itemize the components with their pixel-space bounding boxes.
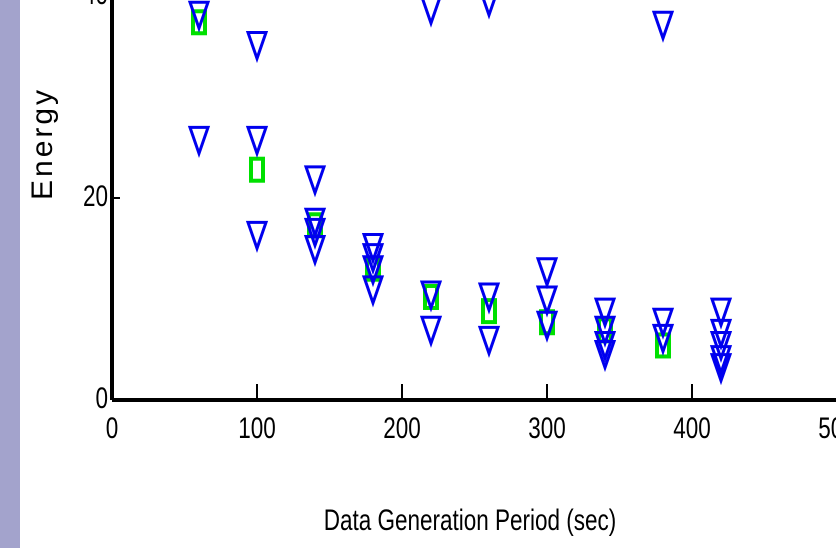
triangle-marker — [245, 220, 269, 253]
triangle-marker — [419, 280, 443, 313]
triangle-marker — [245, 30, 269, 64]
x-tick-label: 300 — [528, 411, 566, 445]
triangle-marker — [535, 257, 559, 290]
side-strip — [0, 0, 20, 548]
y-axis-label: Energy — [26, 87, 59, 200]
square-marker — [481, 298, 497, 325]
x-tick-label: 500 — [818, 411, 836, 445]
x-tick-label: 200 — [383, 411, 421, 445]
triangle-marker — [303, 217, 327, 250]
x-tick-label: 100 — [238, 411, 276, 445]
triangle-marker — [593, 330, 617, 364]
y-tick-label: 20 — [83, 179, 108, 213]
triangle-marker — [245, 125, 269, 159]
triangle-marker — [187, 0, 211, 33]
square-marker — [249, 156, 265, 183]
triangle-marker — [535, 310, 559, 343]
triangle-marker — [419, 315, 443, 348]
triangle-marker — [477, 325, 501, 358]
triangle-marker — [709, 345, 733, 378]
triangle-marker — [709, 353, 733, 386]
triangle-marker — [361, 232, 385, 266]
triangle-marker — [421, 0, 441, 28]
triangle-marker — [651, 307, 675, 340]
x-axis-label: Data Generation Period (sec) — [324, 503, 616, 537]
x-tick-label: 0 — [106, 411, 119, 445]
triangle-marker — [303, 235, 327, 268]
x-tick-label: 400 — [673, 411, 711, 445]
triangle-marker — [361, 255, 385, 288]
y-tick-label: 0 — [95, 381, 108, 415]
triangle-marker — [303, 165, 327, 198]
triangle-marker — [535, 285, 559, 318]
triangle-marker — [593, 315, 617, 348]
triangle-marker — [593, 340, 617, 373]
triangle-marker — [709, 297, 733, 330]
y-tick-label: 40 — [83, 0, 108, 11]
triangle-marker — [303, 207, 327, 240]
triangle-marker — [651, 323, 675, 356]
triangle-marker — [477, 282, 501, 315]
triangle-marker — [651, 10, 675, 43]
triangle-marker — [482, 0, 496, 20]
triangle-marker — [593, 297, 617, 330]
square-marker — [191, 9, 207, 36]
triangle-marker — [187, 125, 211, 159]
triangle-marker — [361, 275, 385, 308]
